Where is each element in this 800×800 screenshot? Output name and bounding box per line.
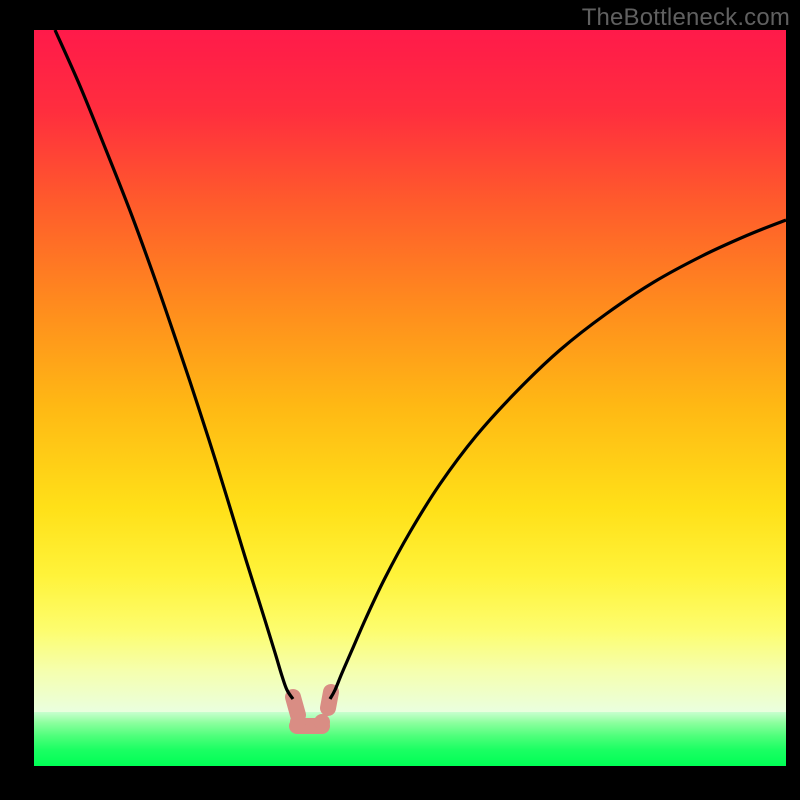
curve-right-branch	[330, 220, 786, 699]
chart-stage: { "canvas": { "width": 800, "height": 80…	[0, 0, 800, 800]
watermark-text: TheBottleneck.com	[582, 4, 790, 32]
curve-left-branch	[55, 30, 293, 699]
curve-layer	[0, 0, 800, 800]
